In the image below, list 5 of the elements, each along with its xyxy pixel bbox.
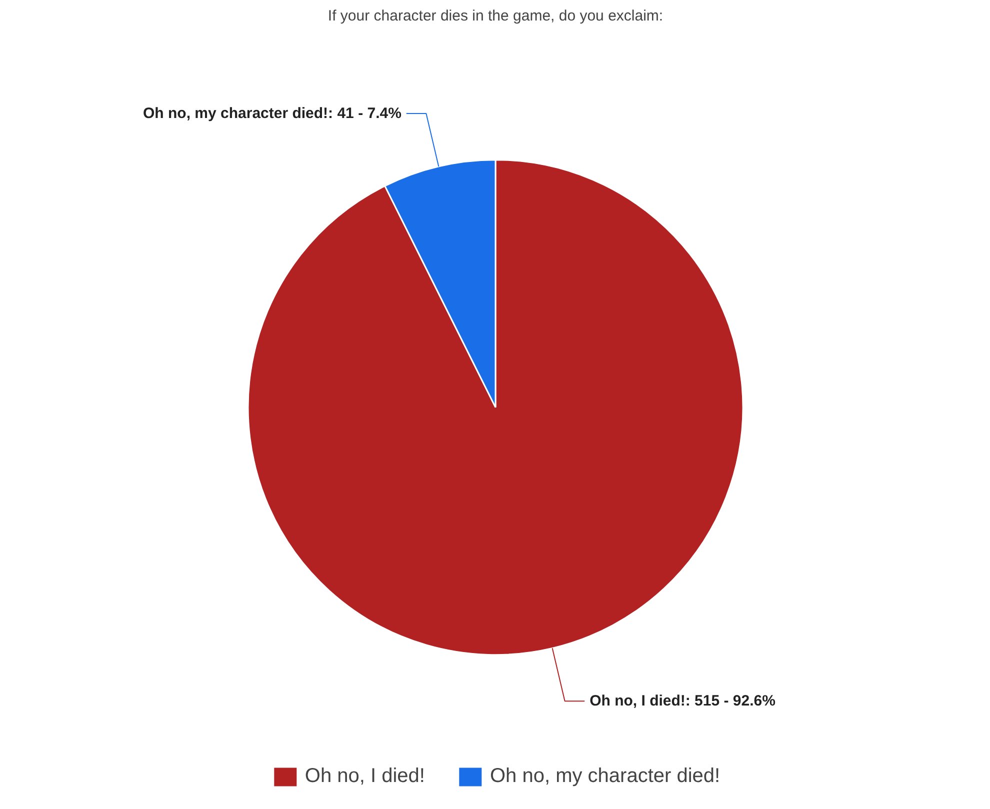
data-label: Oh no, my character died!: 41 - 7.4% [143,105,402,122]
chart-title: If your character dies in the game, do you exclaim: [328,8,664,24]
legend-label: Oh no, I died! [304,765,425,788]
data-label: Oh no, I died!: 515 - 92.6% [590,692,776,710]
legend-label: Oh no, my character died! [490,765,720,788]
